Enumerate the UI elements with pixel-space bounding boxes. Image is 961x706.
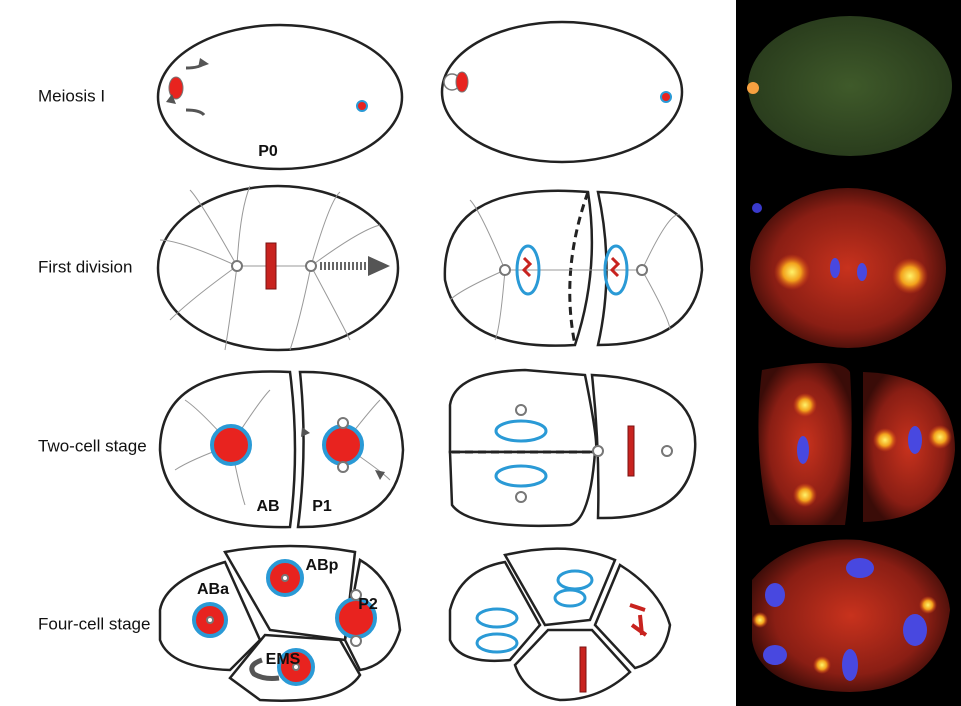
- cell-label: P2: [358, 596, 378, 613]
- cell-label: ABp: [306, 557, 339, 574]
- four-cell-diagram: ABa ABp P2 EMS: [160, 546, 670, 701]
- figure: Meiosis I First division Two-cell stage …: [0, 0, 961, 706]
- first-division-diagram: [158, 186, 702, 350]
- cell-label: P0: [258, 143, 278, 160]
- two-cell-diagram: AB P1: [160, 370, 695, 527]
- micrographs: [736, 0, 961, 706]
- cell-label: ABa: [197, 581, 229, 598]
- meiosis-diagram: P0: [158, 22, 682, 169]
- cell-label: P1: [312, 498, 332, 515]
- row-label: Meiosis I: [38, 86, 105, 105]
- row-label: Two-cell stage: [38, 436, 147, 455]
- cell-label: EMS: [266, 651, 301, 668]
- cell-label: AB: [256, 498, 279, 515]
- row-label: Four-cell stage: [38, 614, 150, 633]
- row-label: First division: [38, 257, 132, 276]
